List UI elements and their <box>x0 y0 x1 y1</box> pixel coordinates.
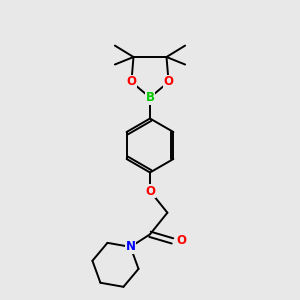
Text: N: N <box>125 240 136 254</box>
Text: O: O <box>126 75 136 88</box>
Text: B: B <box>146 91 154 104</box>
Text: O: O <box>164 75 174 88</box>
Text: O: O <box>176 234 186 248</box>
Text: O: O <box>145 184 155 198</box>
Text: N: N <box>125 240 136 254</box>
